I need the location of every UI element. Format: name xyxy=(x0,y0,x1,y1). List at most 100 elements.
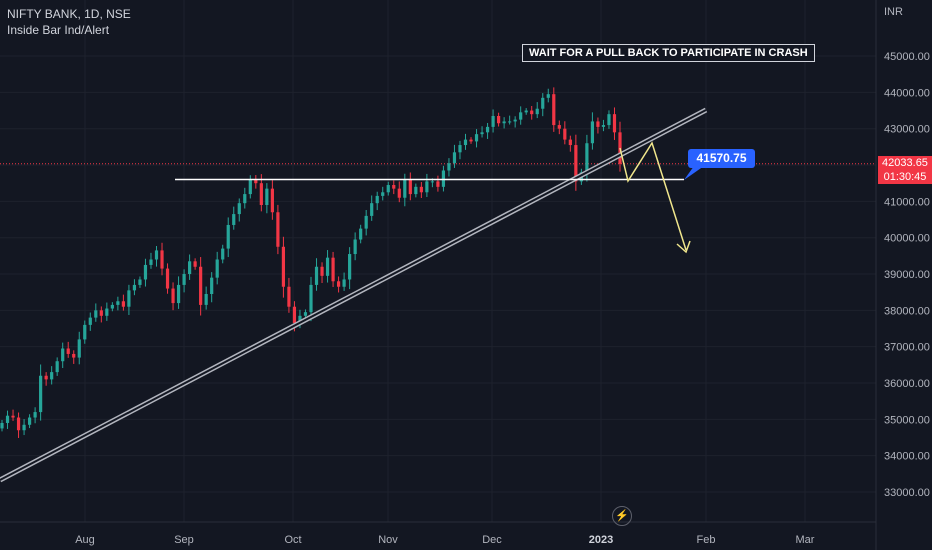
candle xyxy=(508,115,512,125)
candle-body xyxy=(292,306,297,324)
lightning-icon[interactable]: ⚡ xyxy=(612,506,632,526)
candle-body xyxy=(359,228,363,240)
annotation-text-box[interactable]: WAIT FOR A PULL BACK TO PARTICIPATE IN C… xyxy=(522,44,815,62)
candle-body xyxy=(447,163,451,171)
candle xyxy=(88,312,92,331)
candle-body xyxy=(55,361,59,373)
y-tick-label: 38000.00 xyxy=(884,305,930,317)
candle xyxy=(160,242,164,276)
candle-body xyxy=(199,266,203,305)
candle xyxy=(27,414,32,429)
candle-body xyxy=(320,266,324,276)
candle-body xyxy=(5,415,10,423)
symbol-title[interactable]: NIFTY BANK, 1D, NSE xyxy=(7,7,131,21)
candle-body xyxy=(77,339,81,358)
candle-body xyxy=(33,412,37,418)
candle xyxy=(176,276,181,309)
candle-body xyxy=(309,284,313,313)
candle xyxy=(485,122,490,139)
candle xyxy=(243,187,247,209)
candle-body xyxy=(568,139,572,146)
candle xyxy=(22,419,26,436)
candle xyxy=(83,320,87,344)
candle-body xyxy=(88,317,92,325)
chart-legend: NIFTY BANK, 1D, NSE Inside Bar Ind/Alert xyxy=(7,6,131,38)
candle xyxy=(171,282,175,311)
candle xyxy=(359,224,363,244)
candle-body xyxy=(237,203,241,215)
candle-body xyxy=(530,110,534,115)
candle-body xyxy=(430,181,434,183)
candle-body xyxy=(397,188,401,198)
candle-body xyxy=(110,304,114,309)
candle-body xyxy=(331,257,335,282)
y-tick-label: 35000.00 xyxy=(884,414,930,426)
candle-body xyxy=(607,114,611,126)
last-price-value: 42033.65 xyxy=(882,157,928,169)
candle-body xyxy=(513,119,517,122)
candle-body xyxy=(480,132,484,135)
candle xyxy=(502,117,506,129)
candle xyxy=(110,302,114,312)
indicator-title[interactable]: Inside Bar Ind/Alert xyxy=(7,23,110,37)
candle xyxy=(33,407,37,424)
candle-body xyxy=(414,186,418,195)
candle xyxy=(370,195,374,221)
candle xyxy=(452,144,457,168)
candle xyxy=(348,247,352,290)
candle-body xyxy=(50,372,54,380)
candle-body xyxy=(502,121,506,124)
y-tick-label: 39000.00 xyxy=(884,269,930,281)
price-label-callout[interactable]: 41570.75 xyxy=(688,149,755,168)
candle xyxy=(259,174,263,212)
candle-body xyxy=(248,179,252,195)
candle-body xyxy=(165,268,170,289)
candle xyxy=(612,107,617,140)
candle xyxy=(425,173,429,198)
x-tick-label: Nov xyxy=(378,534,398,546)
candle xyxy=(77,331,81,365)
candle xyxy=(408,172,412,201)
y-tick-label: 40000.00 xyxy=(884,233,930,245)
x-tick-label: Sep xyxy=(174,534,194,546)
candle-body xyxy=(524,110,528,113)
y-tick-label: 44000.00 xyxy=(884,87,930,99)
candle xyxy=(519,106,523,125)
candle xyxy=(204,286,208,310)
candle-body xyxy=(39,375,43,413)
candle-body xyxy=(171,288,175,304)
candle xyxy=(99,306,103,323)
candle xyxy=(132,279,137,296)
candle-body xyxy=(381,192,385,196)
candle-body xyxy=(596,121,600,127)
candle-body xyxy=(485,126,490,133)
candle-body xyxy=(138,279,142,285)
candle xyxy=(276,204,280,255)
candle xyxy=(138,276,142,288)
candle xyxy=(320,262,324,284)
candle-body xyxy=(370,203,374,216)
candle-body xyxy=(259,183,263,205)
candle xyxy=(5,410,10,429)
x-tick-label: Aug xyxy=(75,534,95,546)
last-price-tag: 42033.65 01:30:45 xyxy=(878,156,932,184)
candle-body xyxy=(353,239,357,255)
candle xyxy=(39,364,43,421)
candle xyxy=(61,342,65,369)
candle xyxy=(265,183,269,214)
y-tick-label: 37000.00 xyxy=(884,342,930,354)
candle-body xyxy=(204,294,208,305)
candle-body xyxy=(160,250,164,269)
candle xyxy=(480,126,484,138)
candle xyxy=(546,88,550,103)
candle xyxy=(414,183,418,198)
candle xyxy=(497,112,501,127)
projection-arrowhead xyxy=(676,240,691,254)
candle xyxy=(607,110,611,129)
candle-body xyxy=(72,353,76,358)
candle xyxy=(94,303,98,322)
x-tick-label: Oct xyxy=(284,534,301,546)
candle xyxy=(458,140,462,160)
projection-path xyxy=(619,141,687,251)
